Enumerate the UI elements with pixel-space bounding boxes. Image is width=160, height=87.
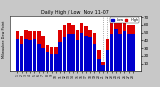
- Bar: [93, 33, 96, 71]
- Bar: [101, 62, 105, 71]
- Bar: [16, 39, 19, 71]
- Bar: [50, 47, 53, 71]
- Bar: [33, 39, 36, 71]
- Bar: [71, 34, 75, 71]
- Bar: [63, 37, 66, 71]
- Bar: [131, 34, 135, 71]
- Bar: [24, 39, 28, 71]
- Bar: [80, 23, 83, 71]
- Bar: [106, 39, 109, 71]
- Bar: [46, 45, 49, 71]
- Bar: [80, 33, 83, 71]
- Text: Milwaukee Dew Point: Milwaukee Dew Point: [2, 20, 6, 58]
- Bar: [54, 47, 58, 71]
- Bar: [58, 42, 62, 71]
- Bar: [33, 31, 36, 71]
- Bar: [28, 31, 32, 71]
- Bar: [24, 30, 28, 71]
- Bar: [58, 30, 62, 71]
- Bar: [93, 44, 96, 71]
- Bar: [114, 19, 118, 71]
- Bar: [63, 25, 66, 71]
- Bar: [118, 23, 122, 71]
- Bar: [76, 30, 79, 71]
- Legend: Low, High: Low, High: [110, 17, 139, 23]
- Bar: [71, 25, 75, 71]
- Bar: [127, 25, 131, 71]
- Bar: [28, 40, 32, 71]
- Bar: [76, 40, 79, 71]
- Bar: [97, 59, 101, 71]
- Bar: [131, 25, 135, 71]
- Bar: [123, 21, 126, 71]
- Bar: [67, 34, 71, 71]
- Bar: [101, 65, 105, 71]
- Bar: [50, 54, 53, 71]
- Bar: [37, 44, 41, 71]
- Title: Daily High / Low  Nov 11-07: Daily High / Low Nov 11-07: [41, 10, 109, 15]
- Bar: [41, 36, 45, 71]
- Bar: [20, 44, 24, 71]
- Bar: [41, 48, 45, 71]
- Bar: [110, 23, 113, 71]
- Bar: [46, 52, 49, 71]
- Bar: [20, 36, 24, 71]
- Bar: [123, 31, 126, 71]
- Bar: [106, 50, 109, 71]
- Bar: [16, 31, 19, 71]
- Bar: [114, 29, 118, 71]
- Bar: [37, 31, 41, 71]
- Bar: [110, 34, 113, 71]
- Bar: [84, 36, 88, 71]
- Bar: [88, 37, 92, 71]
- Bar: [88, 30, 92, 71]
- Bar: [67, 23, 71, 71]
- Bar: [84, 26, 88, 71]
- Bar: [127, 34, 131, 71]
- Bar: [54, 54, 58, 71]
- Bar: [97, 50, 101, 71]
- Bar: [118, 34, 122, 71]
